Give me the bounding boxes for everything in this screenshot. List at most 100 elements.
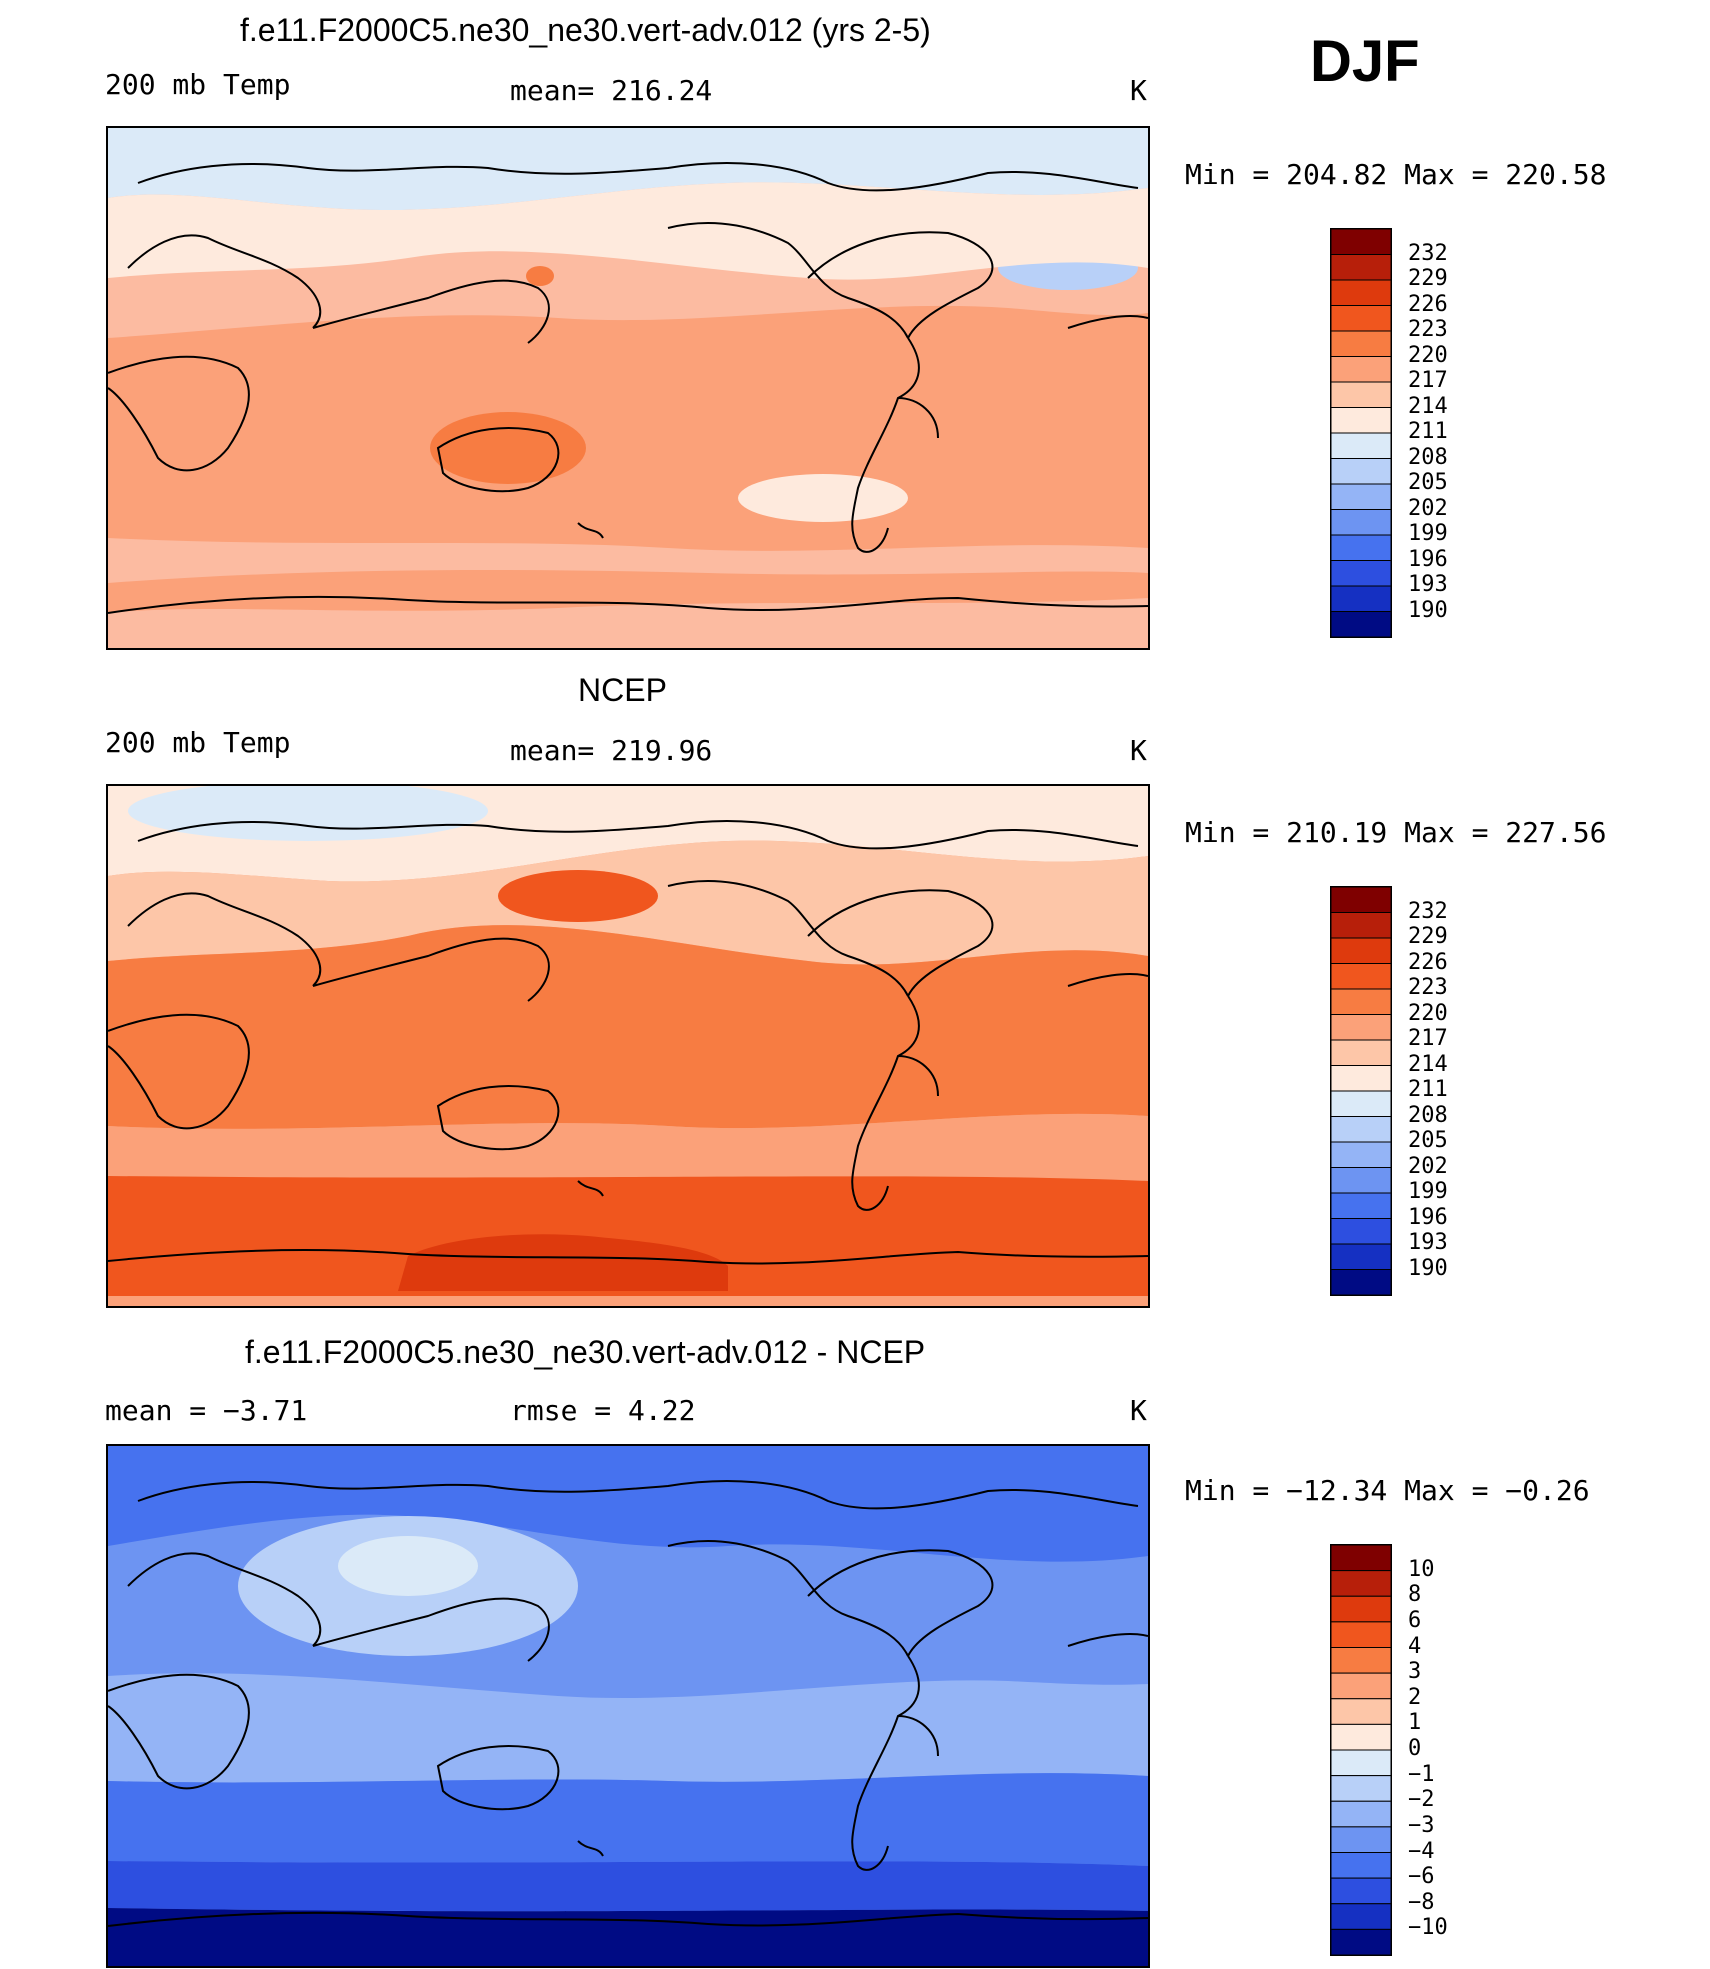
colorbar-tick-label: 220 [1408, 1000, 1448, 1026]
colorbar-swatch [1330, 912, 1392, 939]
colorbar-tick-label: −3 [1408, 1812, 1435, 1838]
tropics-band [108, 305, 1148, 551]
panel-1-colorbar: 232 229 226 223 220 217 214 211 208 205 202 199 196 1… [1330, 228, 1470, 638]
colorbar-tick-label: 199 [1408, 521, 1448, 546]
colorbar-tick-label: 205 [1408, 470, 1448, 495]
colorbar-swatch [1330, 1243, 1392, 1270]
colorbar-tick-label: 196 [1408, 1204, 1448, 1230]
colorbar-swatch [1330, 1544, 1392, 1572]
colorbar-tick-label: −1 [1408, 1761, 1435, 1787]
japan-warm-spot [526, 266, 554, 286]
panel-2-colorbar-swatches [1330, 886, 1392, 1296]
colorbar-swatch [1330, 483, 1392, 510]
colorbar-swatch [1330, 1698, 1392, 1725]
panel-2-title: NCEP [578, 672, 667, 708]
panel-3-colorbar: 10 8 6 4 3 2 1 0 −1 −2 −3 −4 −6 −8 −10 [1330, 1544, 1470, 1956]
colorbar-tick-label: 0 [1408, 1736, 1422, 1761]
colorbar-tick-label: 226 [1408, 949, 1448, 975]
colorbar-swatch [1330, 560, 1392, 587]
colorbar-swatch [1330, 937, 1392, 964]
panel-3-minmax: Min = −12.34 Max = −0.26 [1185, 1474, 1590, 1507]
colorbar-swatch [1330, 1723, 1392, 1751]
panel-3-map [106, 1444, 1150, 1968]
colorbar-tick-label: 10 [1408, 1556, 1435, 1582]
colorbar-swatch [1330, 509, 1392, 536]
colorbar-tick-label: 211 [1408, 1077, 1448, 1102]
panel-1-mean-label: mean= 216.24 [510, 74, 713, 107]
colorbar-swatch [1330, 1775, 1392, 1802]
southern-ocean-band [108, 1176, 1148, 1296]
panel-1-units: K [1130, 74, 1147, 107]
colorbar-tick-label: 6 [1408, 1607, 1422, 1633]
colorbar-tick-label: 226 [1408, 291, 1448, 317]
colorbar-swatch [1330, 1039, 1392, 1066]
colorbar-tick-label: 8 [1408, 1582, 1422, 1608]
panel-3-mean-label: mean = −3.71 [105, 1394, 308, 1427]
panel-3-units: K [1130, 1394, 1147, 1427]
colorbar-tick-label: 223 [1408, 317, 1448, 342]
colorbar-tick-label: −4 [1408, 1838, 1435, 1864]
south-pacific-pale-spot [738, 474, 908, 522]
colorbar-swatch [1330, 1269, 1392, 1296]
south-midlat-band [108, 1773, 1148, 1866]
antarctic-warm-spot [398, 1234, 728, 1291]
panel-1-title: f.e11.F2000C5.ne30_ne30.vert-adv.012 (yr… [240, 12, 931, 48]
colorbar-swatch [1330, 1570, 1392, 1597]
colorbar-swatch [1330, 1826, 1392, 1853]
tropics-band [108, 1673, 1148, 1783]
colorbar-swatch [1330, 228, 1392, 255]
colorbar-swatch [1330, 988, 1392, 1015]
coastlines [108, 1480, 1148, 1927]
colorbar-tick-label: 205 [1408, 1128, 1448, 1153]
antarctic-band [108, 1908, 1148, 1966]
season-label: DJF [1310, 29, 1420, 94]
panel-3-title: f.e11.F2000C5.ne30_ne30.vert-adv.012 - N… [245, 1334, 926, 1370]
colorbar-swatch [1330, 1192, 1392, 1219]
colorbar-swatch [1330, 1928, 1392, 1956]
coastlines [108, 820, 1148, 1265]
colorbar-swatch [1330, 432, 1392, 459]
panel-2-map [106, 784, 1150, 1308]
southern-ocean-band [108, 1861, 1148, 1912]
south-midlat-band [108, 1113, 1148, 1181]
colorbar-swatch [1330, 1065, 1392, 1092]
colorbar-tick-label: 2 [1408, 1684, 1422, 1710]
panel-1-minmax: Min = 204.82 Max = 220.58 [1185, 158, 1607, 191]
colorbar-tick-label: 211 [1408, 419, 1448, 444]
colorbar-tick-label: 220 [1408, 342, 1448, 368]
colorbar-swatch [1330, 330, 1392, 357]
panel-1-colorbar-swatches [1330, 228, 1392, 638]
panel-2-colorbar: 232 229 226 223 220 217 214 211 208 205 202 199 196 1… [1330, 886, 1470, 1296]
colorbar-tick-label: 208 [1408, 444, 1448, 470]
colorbar-swatch [1330, 458, 1392, 485]
colorbar-tick-label: 232 [1408, 898, 1448, 924]
colorbar-swatch [1330, 1672, 1392, 1700]
colorbar-swatch [1330, 1218, 1392, 1245]
coastlines [108, 162, 1148, 614]
colorbar-swatch [1330, 1800, 1392, 1828]
colorbar-swatch [1330, 963, 1392, 990]
colorbar-tick-label: 4 [1408, 1633, 1422, 1659]
colorbar-swatch [1330, 407, 1392, 434]
colorbar-swatch [1330, 534, 1392, 561]
colorbar-tick-label: 229 [1408, 924, 1448, 949]
colorbar-tick-label: −10 [1408, 1915, 1448, 1941]
colorbar-swatch [1330, 305, 1392, 332]
colorbar-tick-label: 232 [1408, 240, 1448, 266]
colorbar-tick-label: −2 [1408, 1787, 1435, 1813]
colorbar-swatch [1330, 1621, 1392, 1648]
colorbar-tick-label: 1 [1408, 1710, 1422, 1736]
colorbar-swatch [1330, 381, 1392, 408]
panel-1-map [106, 126, 1150, 650]
panel-2-minmax: Min = 210.19 Max = 227.56 [1185, 816, 1607, 849]
colorbar-swatch [1330, 1749, 1392, 1777]
panel-3-colorbar-swatches [1330, 1544, 1392, 1956]
colorbar-tick-label: 217 [1408, 1026, 1448, 1051]
colorbar-tick-label: 214 [1408, 1051, 1448, 1077]
colorbar-tick-label: 3 [1408, 1659, 1422, 1685]
colorbar-swatch [1330, 1595, 1392, 1623]
north-pacific-warm-spot [498, 870, 658, 922]
colorbar-tick-label: 223 [1408, 975, 1448, 1000]
colorbar-tick-label: 229 [1408, 266, 1448, 291]
colorbar-swatch [1330, 611, 1392, 638]
